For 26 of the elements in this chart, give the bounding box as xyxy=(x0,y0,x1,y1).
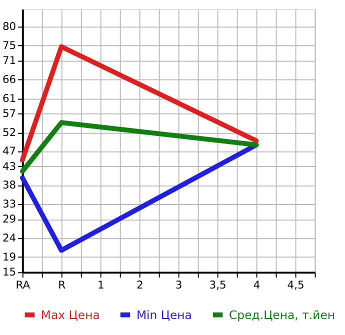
y-tick-label: 24 xyxy=(2,232,16,245)
y-tick-label: 57 xyxy=(2,106,16,120)
y-tick-label: 66 xyxy=(2,72,16,86)
y-tick-label: 47 xyxy=(2,144,16,158)
y-tick-label: 52 xyxy=(2,126,16,139)
legend-label: Min Цена xyxy=(136,308,192,322)
y-tick-label: 61 xyxy=(2,92,16,105)
y-tick-label: 15 xyxy=(2,266,16,279)
y-tick-label: 71 xyxy=(2,54,16,68)
y-tick-label: 43 xyxy=(2,160,16,173)
x-tick-label: 2 xyxy=(136,278,144,292)
x-tick-label: R xyxy=(58,278,66,292)
legend-label: Max Цена xyxy=(40,308,100,322)
x-tick-label: 3 xyxy=(175,278,182,292)
y-tick-label: 19 xyxy=(2,250,16,264)
y-tick-label: 38 xyxy=(2,178,16,192)
y-tick-label: 75 xyxy=(2,38,16,52)
legend-label: Сред.Цена, т.йен xyxy=(229,308,336,322)
y-tick-label: 80 xyxy=(2,20,16,34)
x-tick-label: 4 xyxy=(253,278,260,292)
x-tick-label: 3,5 xyxy=(209,278,226,292)
x-tick-label: 1 xyxy=(97,278,104,292)
y-tick-label: 33 xyxy=(2,198,16,211)
y-tick-label: 29 xyxy=(2,212,16,226)
x-tick-label: RA xyxy=(16,278,31,292)
x-tick-label: 4,5 xyxy=(287,278,304,292)
